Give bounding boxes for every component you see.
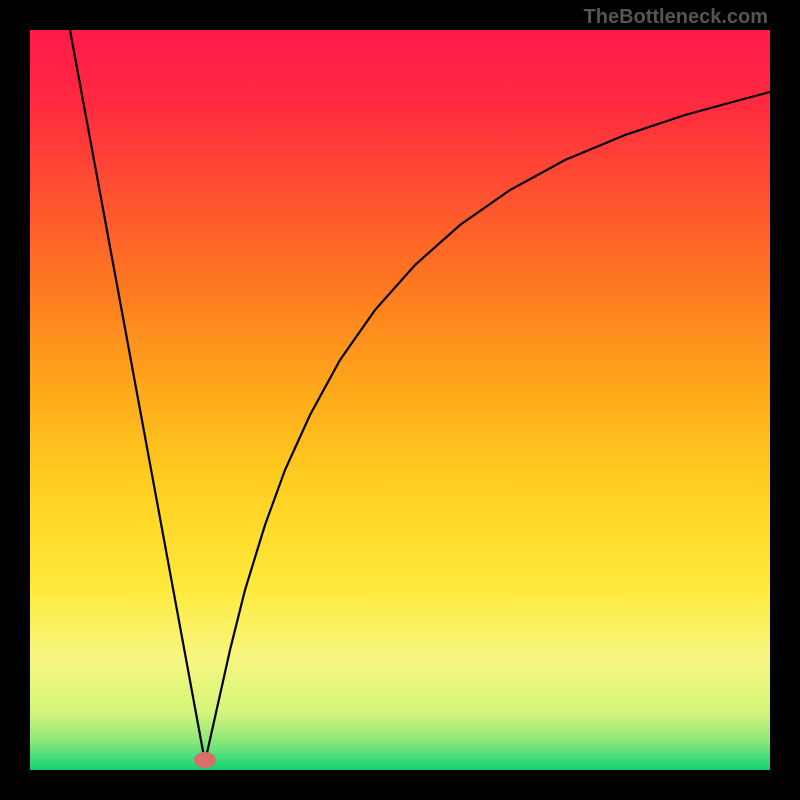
plot-area (30, 30, 770, 770)
chart-container: TheBottleneck.com (0, 0, 800, 800)
curve-left-descent (70, 30, 205, 762)
curve-layer (30, 30, 770, 770)
attribution-text: TheBottleneck.com (584, 6, 768, 29)
min-point-marker (194, 752, 216, 768)
curve-right-ascent (205, 92, 770, 762)
